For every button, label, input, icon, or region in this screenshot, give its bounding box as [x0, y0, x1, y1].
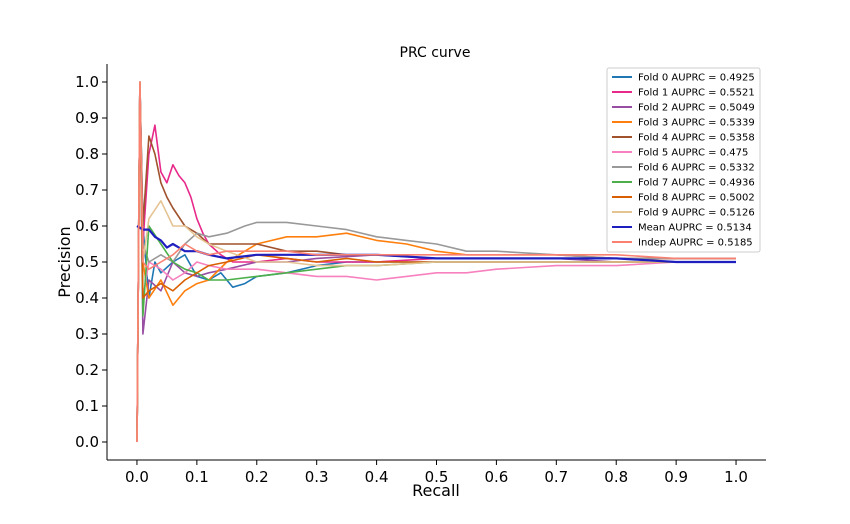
x-ticks: 0.0 0.1 0.2 0.3 0.4 0.5 0.6 0.7 0.8 0.9 1.0: [125, 460, 748, 486]
legend-label: Fold 0 AUPRC = 0.4925: [638, 73, 755, 84]
y-tick-label: 0.1: [75, 397, 99, 415]
y-axis-title: Precision: [55, 226, 74, 297]
series-line-9: [136, 81, 736, 443]
x-axis-title: Recall: [412, 481, 460, 500]
legend-box: [606, 67, 761, 253]
x-tick-label: 0.5: [425, 468, 449, 486]
y-ticks: 0.0 0.1 0.2 0.3 0.4 0.5 0.6 0.7 0.8 0.9 1.0: [75, 73, 107, 451]
x-tick-label: 0.8: [604, 468, 628, 486]
x-tick-label: 0.1: [185, 468, 209, 486]
y-tick-label: 0.7: [75, 181, 99, 199]
x-tick-label: 0.0: [125, 468, 149, 486]
y-tick-label: 0.5: [75, 253, 99, 271]
chart-title: PRC curve: [400, 45, 471, 61]
x-tick-label: 0.9: [664, 468, 688, 486]
legend-label: Fold 2 AUPRC = 0.5049: [638, 103, 755, 114]
y-tick-label: 0.2: [75, 361, 99, 379]
y-tick-label: 0.0: [75, 433, 99, 451]
legend-label: Fold 5 AUPRC = 0.475: [638, 148, 748, 159]
y-tick-label: 0.3: [75, 325, 99, 343]
legend-label: Fold 6 AUPRC = 0.5332: [638, 163, 755, 174]
series-line-10: [136, 225, 736, 264]
series-line-6: [136, 81, 736, 443]
legend-label: Mean AUPRC = 0.5134: [638, 223, 752, 234]
legend-label: Fold 3 AUPRC = 0.5339: [638, 118, 755, 129]
legend-label: Fold 9 AUPRC = 0.5126: [638, 208, 755, 219]
legend-label: Fold 4 AUPRC = 0.5358: [638, 133, 755, 144]
legend-label: Fold 8 AUPRC = 0.5002: [638, 193, 755, 204]
x-tick-label: 1.0: [724, 468, 748, 486]
legend-label: Fold 7 AUPRC = 0.4936: [638, 178, 755, 189]
legend: Fold 0 AUPRC = 0.4925 Fold 1 AUPRC = 0.55…: [606, 67, 761, 253]
series-line-11: [136, 81, 736, 443]
plot-area: [136, 81, 736, 443]
x-tick-label: 0.2: [245, 468, 269, 486]
legend-label: Fold 1 AUPRC = 0.5521: [638, 88, 755, 99]
y-tick-label: 0.6: [75, 217, 99, 235]
x-tick-label: 0.6: [484, 468, 508, 486]
x-tick-label: 0.3: [305, 468, 329, 486]
y-tick-label: 0.4: [75, 289, 99, 307]
y-tick-label: 1.0: [75, 73, 99, 91]
y-tick-label: 0.9: [75, 109, 99, 127]
x-tick-label: 0.7: [544, 468, 568, 486]
y-tick-label: 0.8: [75, 145, 99, 163]
x-tick-label: 0.4: [365, 468, 389, 486]
legend-label: Indep AUPRC = 0.5185: [638, 238, 753, 249]
